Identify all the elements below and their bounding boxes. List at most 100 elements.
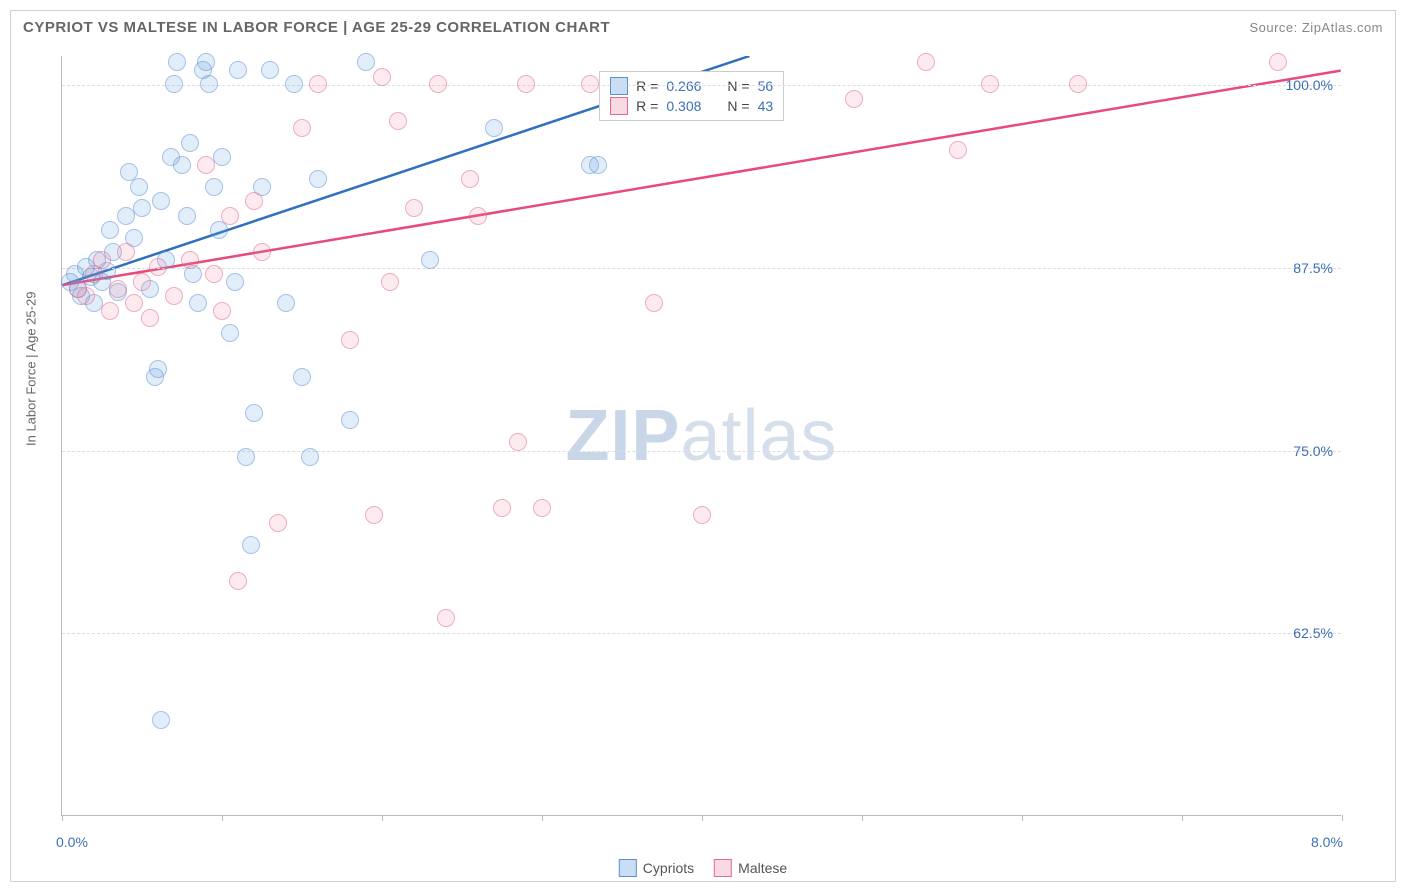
data-point-maltese [949,141,967,159]
data-point-cypriots [277,294,295,312]
data-point-cypriots [200,75,218,93]
data-point-maltese [341,331,359,349]
data-point-maltese [469,207,487,225]
data-point-cypriots [242,536,260,554]
data-point-cypriots [152,711,170,729]
data-point-maltese [269,514,287,532]
data-point-cypriots [237,448,255,466]
plot-area: ZIPatlas R =0.266N =56R =0.308N =43 62.5… [61,56,1341,816]
legend-swatch-maltese [610,97,628,115]
r-label: R = [636,98,658,114]
data-point-cypriots [178,207,196,225]
data-point-cypriots [149,360,167,378]
data-point-cypriots [589,156,607,174]
data-point-cypriots [245,404,263,422]
gridline-h [62,633,1341,634]
legend-label-maltese: Maltese [738,860,787,876]
data-point-cypriots [152,192,170,210]
data-point-cypriots [168,53,186,71]
x-tick [702,815,703,821]
data-point-maltese [373,68,391,86]
x-max-label: 8.0% [1311,834,1343,850]
data-point-cypriots [101,221,119,239]
chart-container: CYPRIOT VS MALTESE IN LABOR FORCE | AGE … [10,10,1396,882]
data-point-maltese [381,273,399,291]
data-point-maltese [461,170,479,188]
data-point-cypriots [213,148,231,166]
source-label: Source: ZipAtlas.com [1249,20,1383,35]
x-tick [1342,815,1343,821]
x-tick [862,815,863,821]
series-legend: Cypriots Maltese [619,859,787,877]
data-point-maltese [125,294,143,312]
data-point-maltese [205,265,223,283]
data-point-cypriots [133,199,151,217]
data-point-maltese [117,243,135,261]
legend-item-maltese: Maltese [714,859,787,877]
data-point-maltese [581,75,599,93]
data-point-maltese [493,499,511,517]
data-point-maltese [693,506,711,524]
data-point-maltese [229,572,247,590]
data-point-cypriots [341,411,359,429]
data-point-cypriots [197,53,215,71]
data-point-maltese [1069,75,1087,93]
gridline-h [62,268,1341,269]
y-axis-title: In Labor Force | Age 25-29 [24,292,39,446]
data-point-cypriots [421,251,439,269]
data-point-maltese [437,609,455,627]
data-point-maltese [253,243,271,261]
data-point-cypriots [285,75,303,93]
r-value-maltese: 0.308 [666,98,701,114]
data-point-maltese [645,294,663,312]
data-point-maltese [429,75,447,93]
data-point-cypriots [173,156,191,174]
swatch-maltese [714,859,732,877]
data-point-cypriots [226,273,244,291]
watermark-light: atlas [680,396,837,476]
data-point-maltese [533,499,551,517]
data-point-cypriots [229,61,247,79]
title-bar: CYPRIOT VS MALTESE IN LABOR FORCE | AGE … [11,11,1395,44]
correlation-legend: R =0.266N =56R =0.308N =43 [599,71,784,121]
x-tick [222,815,223,821]
data-point-maltese [1269,53,1287,71]
data-point-cypriots [181,134,199,152]
data-point-maltese [141,309,159,327]
x-min-label: 0.0% [56,834,88,850]
data-point-cypriots [261,61,279,79]
data-point-cypriots [205,178,223,196]
data-point-cypriots [293,368,311,386]
gridline-h [62,85,1341,86]
y-tick-label: 87.5% [1293,260,1333,276]
y-tick-label: 62.5% [1293,625,1333,641]
data-point-maltese [101,302,119,320]
data-point-maltese [133,273,151,291]
data-point-maltese [93,251,111,269]
chart-title: CYPRIOT VS MALTESE IN LABOR FORCE | AGE … [23,19,610,36]
data-point-maltese [845,90,863,108]
data-point-maltese [109,280,127,298]
data-point-maltese [309,75,327,93]
watermark: ZIPatlas [565,395,837,477]
data-point-maltese [245,192,263,210]
swatch-cypriots [619,859,637,877]
x-tick [1182,815,1183,821]
data-point-cypriots [130,178,148,196]
data-point-cypriots [165,75,183,93]
data-point-maltese [149,258,167,276]
gridline-h [62,451,1341,452]
data-point-cypriots [221,324,239,342]
legend-row-maltese: R =0.308N =43 [610,96,773,116]
data-point-cypriots [357,53,375,71]
data-point-maltese [197,156,215,174]
y-tick-label: 75.0% [1293,443,1333,459]
legend-label-cypriots: Cypriots [643,860,694,876]
data-point-maltese [213,302,231,320]
data-point-maltese [509,433,527,451]
x-tick [542,815,543,821]
n-label: N = [727,98,749,114]
data-point-maltese [405,199,423,217]
data-point-maltese [181,251,199,269]
data-point-maltese [389,112,407,130]
